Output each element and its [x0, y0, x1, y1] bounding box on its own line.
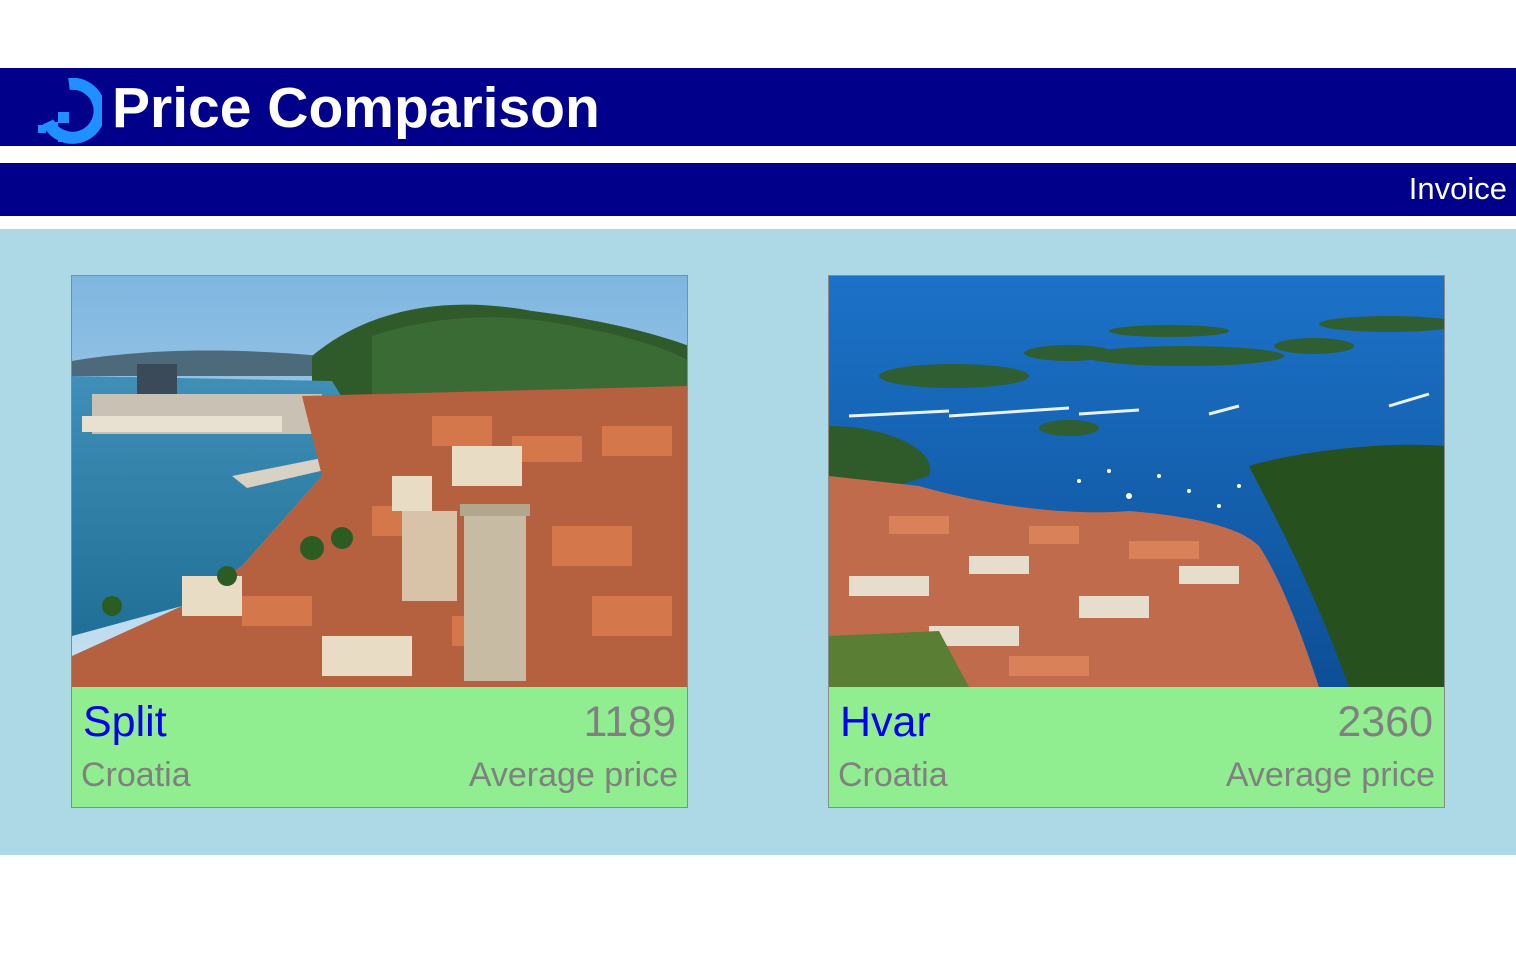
price-value: 2360 [1337, 698, 1433, 746]
destination-card-split[interactable]: Split 1189 Croatia Average price [71, 275, 688, 808]
destination-card-hvar[interactable]: Hvar 2360 Croatia Average price [828, 275, 1445, 808]
hvar-aerial-photo [829, 276, 1444, 687]
price-value: 1189 [583, 698, 676, 746]
city-link[interactable]: Split [83, 698, 167, 746]
card-info: Split 1189 Croatia Average price [72, 687, 687, 807]
average-price-label: Average price [468, 756, 678, 794]
card-info: Hvar 2360 Croatia Average price [829, 687, 1444, 807]
country-label: Croatia [838, 756, 948, 794]
split-harbor-photo [72, 276, 687, 687]
city-link[interactable]: Hvar [840, 698, 931, 746]
average-price-label: Average price [1225, 756, 1435, 794]
nav-bar: Invoice [0, 163, 1516, 216]
logo-icon [38, 78, 102, 144]
country-label: Croatia [81, 756, 191, 794]
invoice-link[interactable]: Invoice [1408, 171, 1507, 206]
content-area: Split 1189 Croatia Average price [0, 229, 1516, 855]
header-bar: Price Comparison [0, 68, 1516, 146]
page-title: Price Comparison [112, 76, 600, 140]
